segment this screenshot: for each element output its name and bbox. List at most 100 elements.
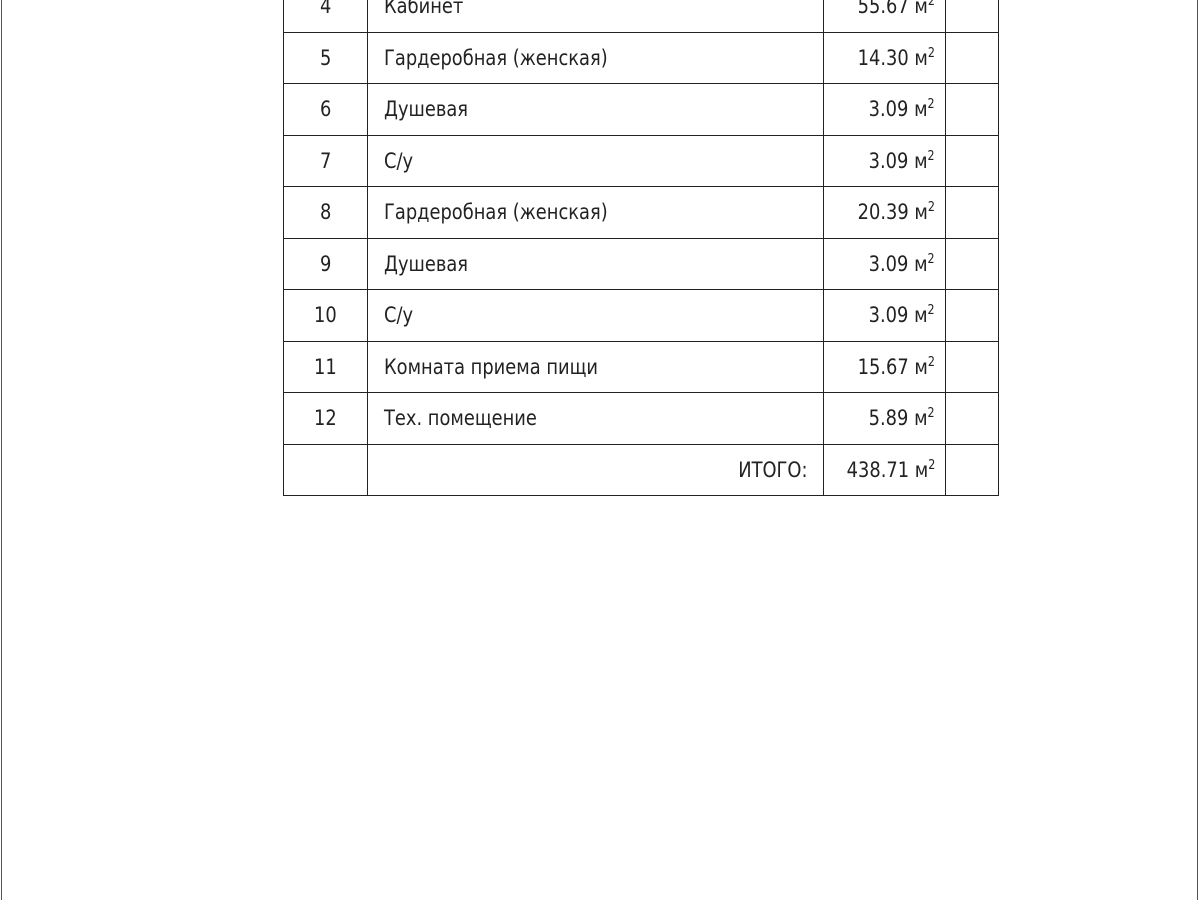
area-value: 3.09: [869, 251, 909, 276]
area-cell: 55.67 м2: [823, 0, 945, 32]
page-border: [1, 0, 2, 900]
table-row: 7 С/у 3.09 м2: [283, 135, 999, 187]
area-cell: 3.09 м2: [823, 238, 945, 289]
area-unit: м: [914, 200, 928, 225]
number-cell: [283, 444, 367, 495]
name-wrap: Гардеробная (женская): [384, 46, 608, 70]
page-border: [1197, 0, 1198, 900]
number-cell: 6: [283, 84, 367, 135]
room-number: 7: [319, 148, 332, 173]
total-label-cell: ИТОГО:: [367, 444, 823, 495]
unit-power: 2: [927, 97, 935, 113]
area-value: 20.39: [857, 200, 909, 225]
area-value: 14.30: [857, 45, 909, 70]
table-row: 12 Тех. помещение 5.89 м2: [283, 393, 999, 445]
room-name: Кабинет: [384, 0, 464, 19]
room-name: Гардеробная (женская): [384, 200, 608, 225]
room-name: Душевая: [384, 251, 469, 276]
empty-cell: [945, 135, 999, 186]
room-number: 8: [319, 200, 332, 225]
table-row: 8 Гардеробная (женская) 20.39 м2: [283, 187, 999, 239]
unit-power: 2: [927, 0, 935, 10]
name-wrap: Душевая: [384, 252, 468, 276]
empty-cell: [945, 444, 999, 495]
name-cell: Душевая: [367, 84, 823, 135]
empty-cell: [945, 290, 999, 341]
table-row: 10 С/у 3.09 м2: [283, 290, 999, 342]
unit-power: 2: [927, 406, 935, 422]
name-cell: Комната приема пищи: [367, 341, 823, 392]
name-cell: С/у: [367, 135, 823, 186]
name-cell: Кабинет: [367, 0, 823, 32]
number-cell: 11: [283, 341, 367, 392]
name-wrap: Гардеробная (женская): [384, 200, 608, 224]
area-cell: 3.09 м2: [823, 135, 945, 186]
room-table: 4 Кабинет 55.67 м2 5 Гардеробная (женская) 14…: [283, 0, 999, 496]
area-unit: м: [914, 406, 928, 431]
room-name: Гардеробная (женская): [384, 45, 608, 70]
area-value: 3.09: [869, 97, 909, 122]
area-cell: 3.09 м2: [823, 84, 945, 135]
total-row: ИТОГО: 438.71 м2: [283, 444, 999, 496]
empty-cell: [945, 187, 999, 238]
table-row: 6 Душевая 3.09 м2: [283, 84, 999, 136]
total-label: ИТОГО:: [737, 457, 807, 482]
room-name: С/у: [384, 148, 414, 173]
total-area-cell: 438.71 м2: [823, 444, 945, 495]
room-number: 9: [319, 251, 332, 276]
area-unit: м: [914, 251, 928, 276]
table-row: 11 Комната приема пищи 15.67 м2: [283, 341, 999, 393]
number-wrap: 4: [320, 0, 331, 18]
name-cell: Душевая: [367, 238, 823, 289]
area-unit: м: [914, 0, 928, 19]
number-wrap: 11: [314, 355, 337, 379]
unit-power: 2: [927, 148, 935, 164]
area-value: 55.67: [857, 0, 909, 19]
area-unit: м: [914, 148, 928, 173]
area-cell: 3.09 м2: [823, 290, 945, 341]
area-text: 438.71 м2: [846, 458, 935, 482]
area-text: 55.67 м2: [858, 0, 935, 18]
area-unit: м: [914, 45, 928, 70]
unit-power: 2: [927, 45, 935, 61]
room-number: 5: [319, 45, 332, 70]
number-cell: 5: [283, 32, 367, 83]
area-cell: 5.89 м2: [823, 393, 945, 444]
room-name: Душевая: [384, 97, 469, 122]
area-value: 3.09: [869, 148, 909, 173]
area-text: 3.09 м2: [869, 97, 935, 121]
total-wrap: ИТОГО:: [738, 458, 807, 482]
room-number: 10: [314, 303, 337, 328]
name-wrap: Кабинет: [384, 0, 463, 18]
unit-power: 2: [927, 457, 935, 473]
number-wrap: 10: [314, 303, 337, 327]
area-unit: м: [914, 97, 928, 122]
name-cell: С/у: [367, 290, 823, 341]
room-number: 6: [319, 97, 332, 122]
area-text: 5.89 м2: [869, 406, 935, 430]
area-value: 3.09: [869, 303, 909, 328]
area-text: 3.09 м2: [869, 252, 935, 276]
empty-cell: [945, 84, 999, 135]
number-cell: 8: [283, 187, 367, 238]
unit-power: 2: [927, 354, 935, 370]
area-unit: м: [914, 303, 928, 328]
number-wrap: 7: [320, 149, 331, 173]
table-row: 5 Гардеробная (женская) 14.30 м2: [283, 32, 999, 84]
empty-cell: [945, 0, 999, 32]
name-wrap: Комната приема пищи: [384, 355, 598, 379]
empty-cell: [945, 341, 999, 392]
area-cell: 20.39 м2: [823, 187, 945, 238]
number-cell: 12: [283, 393, 367, 444]
room-name: Тех. помещение: [384, 406, 537, 431]
room-number: 4: [319, 0, 332, 19]
area-value: 15.67: [857, 354, 909, 379]
table-row: 9 Душевая 3.09 м2: [283, 238, 999, 290]
number-wrap: 5: [320, 46, 331, 70]
name-wrap: С/у: [384, 149, 413, 173]
name-wrap: Тех. помещение: [384, 406, 537, 430]
area-text: 3.09 м2: [869, 149, 935, 173]
area-text: 20.39 м2: [858, 200, 935, 224]
unit-power: 2: [927, 200, 935, 216]
